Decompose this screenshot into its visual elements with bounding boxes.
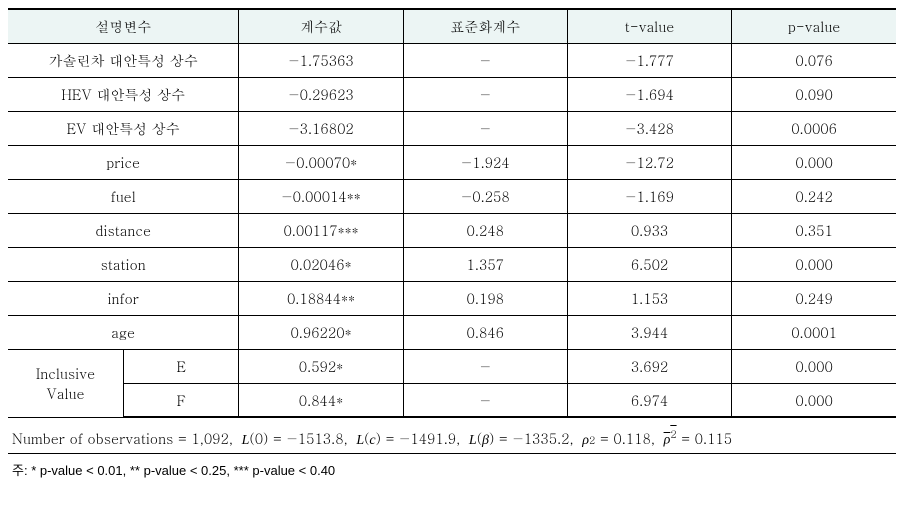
cell-p: 0.000 (732, 145, 896, 179)
cell-t: 3.692 (567, 349, 731, 383)
cell-t: −3.428 (567, 111, 731, 145)
table-row: price −0.00070* −1.924 −12.72 0.000 (8, 145, 896, 179)
cell-p: 0.0006 (732, 111, 896, 145)
note-p3: *** p-value < 0.40 (234, 463, 336, 478)
cell-std: 0.846 (403, 315, 567, 349)
cell-p: 0.000 (732, 383, 896, 417)
table-header-row: 설명변수 계수값 표준화계수 t-value p-value (8, 9, 896, 43)
cell-coef: 0.96220* (239, 315, 403, 349)
cell-p: 0.0001 (732, 315, 896, 349)
cell-std: − (403, 43, 567, 77)
table-row: infor 0.18844** 0.198 1.153 0.249 (8, 281, 896, 315)
cell-t: 3.944 (567, 315, 731, 349)
col-header-p: p-value (732, 9, 896, 43)
cell-coef: 0.844* (239, 383, 403, 417)
cell-std: − (403, 383, 567, 417)
cell-t: −1.169 (567, 179, 731, 213)
note-p1: * p-value < 0.01, (31, 463, 126, 478)
cell-iv-sub: E (123, 349, 238, 383)
cell-t: −12.72 (567, 145, 731, 179)
cell-label: HEV 대안특성 상수 (8, 77, 239, 111)
l0-value: −1513.8 (286, 428, 343, 448)
cell-t: −1.777 (567, 43, 731, 77)
cell-coef: −0.00014** (239, 179, 403, 213)
cell-p: 0.351 (732, 213, 896, 247)
regression-results-table: 설명변수 계수값 표준화계수 t-value p-value 가솔린차 대안특성… (8, 8, 896, 418)
cell-iv-label: Inclusive Value (8, 349, 123, 417)
cell-label: distance (8, 213, 239, 247)
cell-std: −1.924 (403, 145, 567, 179)
cell-p: 0.249 (732, 281, 896, 315)
cell-std: 1.357 (403, 247, 567, 281)
cell-coef: 0.592* (239, 349, 403, 383)
cell-std: −0.258 (403, 179, 567, 213)
cell-coef: −3.16802 (239, 111, 403, 145)
lc-value: −1491.9 (399, 428, 456, 448)
col-header-coef: 계수값 (239, 9, 403, 43)
cell-coef: 0.00117*** (239, 213, 403, 247)
table-row: 가솔린차 대안특성 상수 −1.75363 − −1.777 0.076 (8, 43, 896, 77)
cell-label: EV 대안특성 상수 (8, 111, 239, 145)
cell-p: 0.090 (732, 77, 896, 111)
note-prefix: 주: (12, 463, 28, 478)
cell-t: 6.974 (567, 383, 731, 417)
cell-label: station (8, 247, 239, 281)
model-fit-stats: Number of observations = 1,092, L(0) = −… (8, 418, 896, 454)
table-row-iv: F 0.844* − 6.974 0.000 (8, 383, 896, 417)
rho2-value: 0.118 (613, 428, 650, 448)
cell-std: − (403, 77, 567, 111)
cell-p: 0.000 (732, 247, 896, 281)
table-row: EV 대안특성 상수 −3.16802 − −3.428 0.0006 (8, 111, 896, 145)
col-header-std: 표준화계수 (403, 9, 567, 43)
cell-coef: −0.29623 (239, 77, 403, 111)
cell-std: 0.198 (403, 281, 567, 315)
cell-std: 0.248 (403, 213, 567, 247)
cell-label: price (8, 145, 239, 179)
cell-coef: 0.02046* (239, 247, 403, 281)
cell-t: 1.153 (567, 281, 731, 315)
significance-note: 주: * p-value < 0.01, ** p-value < 0.25, … (8, 454, 896, 485)
table-row: HEV 대안특성 상수 −0.29623 − −1.694 0.090 (8, 77, 896, 111)
nobs-value: 1,092 (191, 428, 228, 448)
rho2bar-value: 0.115 (695, 428, 732, 448)
col-header-t: t-value (567, 9, 731, 43)
cell-coef: −1.75363 (239, 43, 403, 77)
cell-std: − (403, 349, 567, 383)
cell-coef: −0.00070* (239, 145, 403, 179)
table-row: age 0.96220* 0.846 3.944 0.0001 (8, 315, 896, 349)
note-p2: ** p-value < 0.25, (130, 463, 230, 478)
table-row: station 0.02046* 1.357 6.502 0.000 (8, 247, 896, 281)
nobs-label: Number of observations (12, 428, 173, 448)
cell-label: 가솔린차 대안특성 상수 (8, 43, 239, 77)
table-row-iv: Inclusive Value E 0.592* − 3.692 0.000 (8, 349, 896, 383)
table-row: distance 0.00117*** 0.248 0.933 0.351 (8, 213, 896, 247)
cell-p: 0.000 (732, 349, 896, 383)
cell-label: infor (8, 281, 239, 315)
cell-t: −1.694 (567, 77, 731, 111)
cell-t: 6.502 (567, 247, 731, 281)
cell-p: 0.242 (732, 179, 896, 213)
cell-coef: 0.18844** (239, 281, 403, 315)
col-header-variable: 설명변수 (8, 9, 239, 43)
cell-label: fuel (8, 179, 239, 213)
cell-iv-sub: F (123, 383, 238, 417)
cell-std: − (403, 111, 567, 145)
table-row: fuel −0.00014** −0.258 −1.169 0.242 (8, 179, 896, 213)
lb-value: −1335.2 (512, 428, 569, 448)
cell-t: 0.933 (567, 213, 731, 247)
cell-label: age (8, 315, 239, 349)
cell-p: 0.076 (732, 43, 896, 77)
